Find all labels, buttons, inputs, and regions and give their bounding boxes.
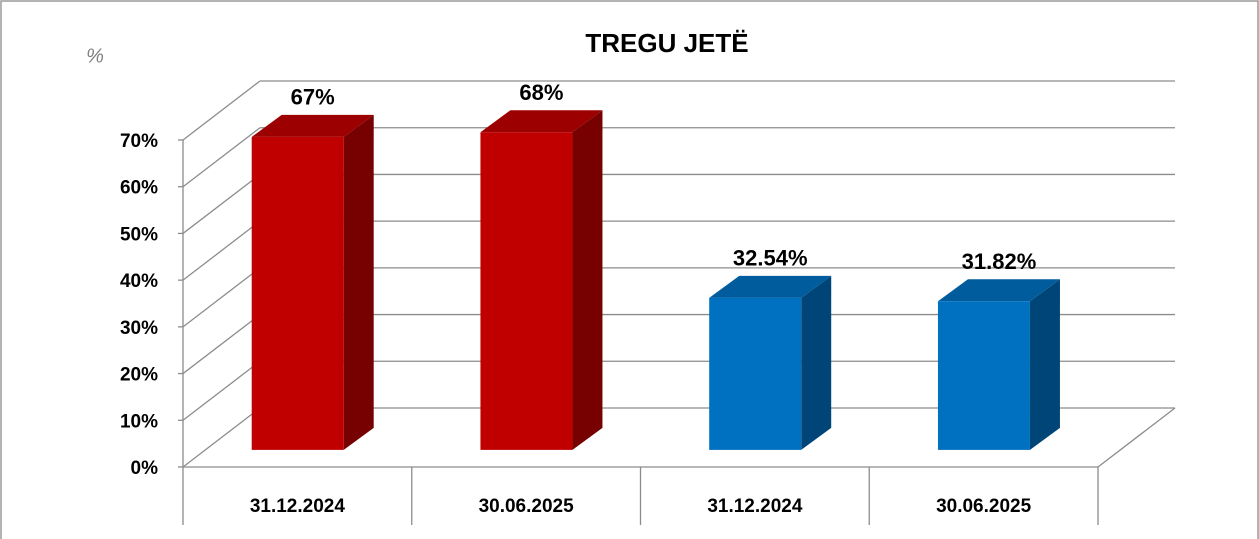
bar-top [709,275,832,298]
bar [480,132,573,450]
grid-line-side [182,173,261,234]
x-tick-label: 30.06.2025 [479,496,575,517]
y-tick-label: 30% [120,318,158,339]
bar-top [937,279,1060,302]
grid-line-side [182,127,261,188]
data-label: 68% [519,80,563,105]
y-axis-label: % [86,45,104,67]
data-label: 31.82% [962,249,1037,274]
bar-side [343,114,374,450]
y-tick-label: 60% [120,178,158,199]
bar-side [1029,279,1060,450]
y-tick-label: 10% [120,411,158,432]
bar-side [801,275,832,450]
bar [709,297,802,450]
y-tick-label: 50% [120,224,158,245]
bar [937,301,1030,450]
grid-line-side [182,360,261,421]
y-tick-label: 0% [131,458,159,479]
x-tick-label: 31.12.2024 [707,496,803,517]
bar-top [251,114,374,137]
bar-top [480,110,603,133]
x-tick-label: 30.06.2025 [936,496,1032,517]
x-tick-label: 31.12.2024 [250,496,346,517]
grid-line-side [182,80,261,141]
data-label: 32.54% [733,246,808,271]
grid-line-side [182,220,261,281]
grid-line-side [182,267,261,328]
data-label: 67% [291,85,335,110]
y-tick-label: 20% [120,365,158,386]
floor-right [1097,407,1176,468]
y-tick-label: 70% [120,131,158,152]
bar-side [572,110,603,450]
y-tick-label: 40% [120,271,158,292]
grid-line-side [182,407,261,468]
chart-title: TREGU JETË [585,28,748,58]
grid-line-side [182,314,261,375]
bar [251,136,344,450]
